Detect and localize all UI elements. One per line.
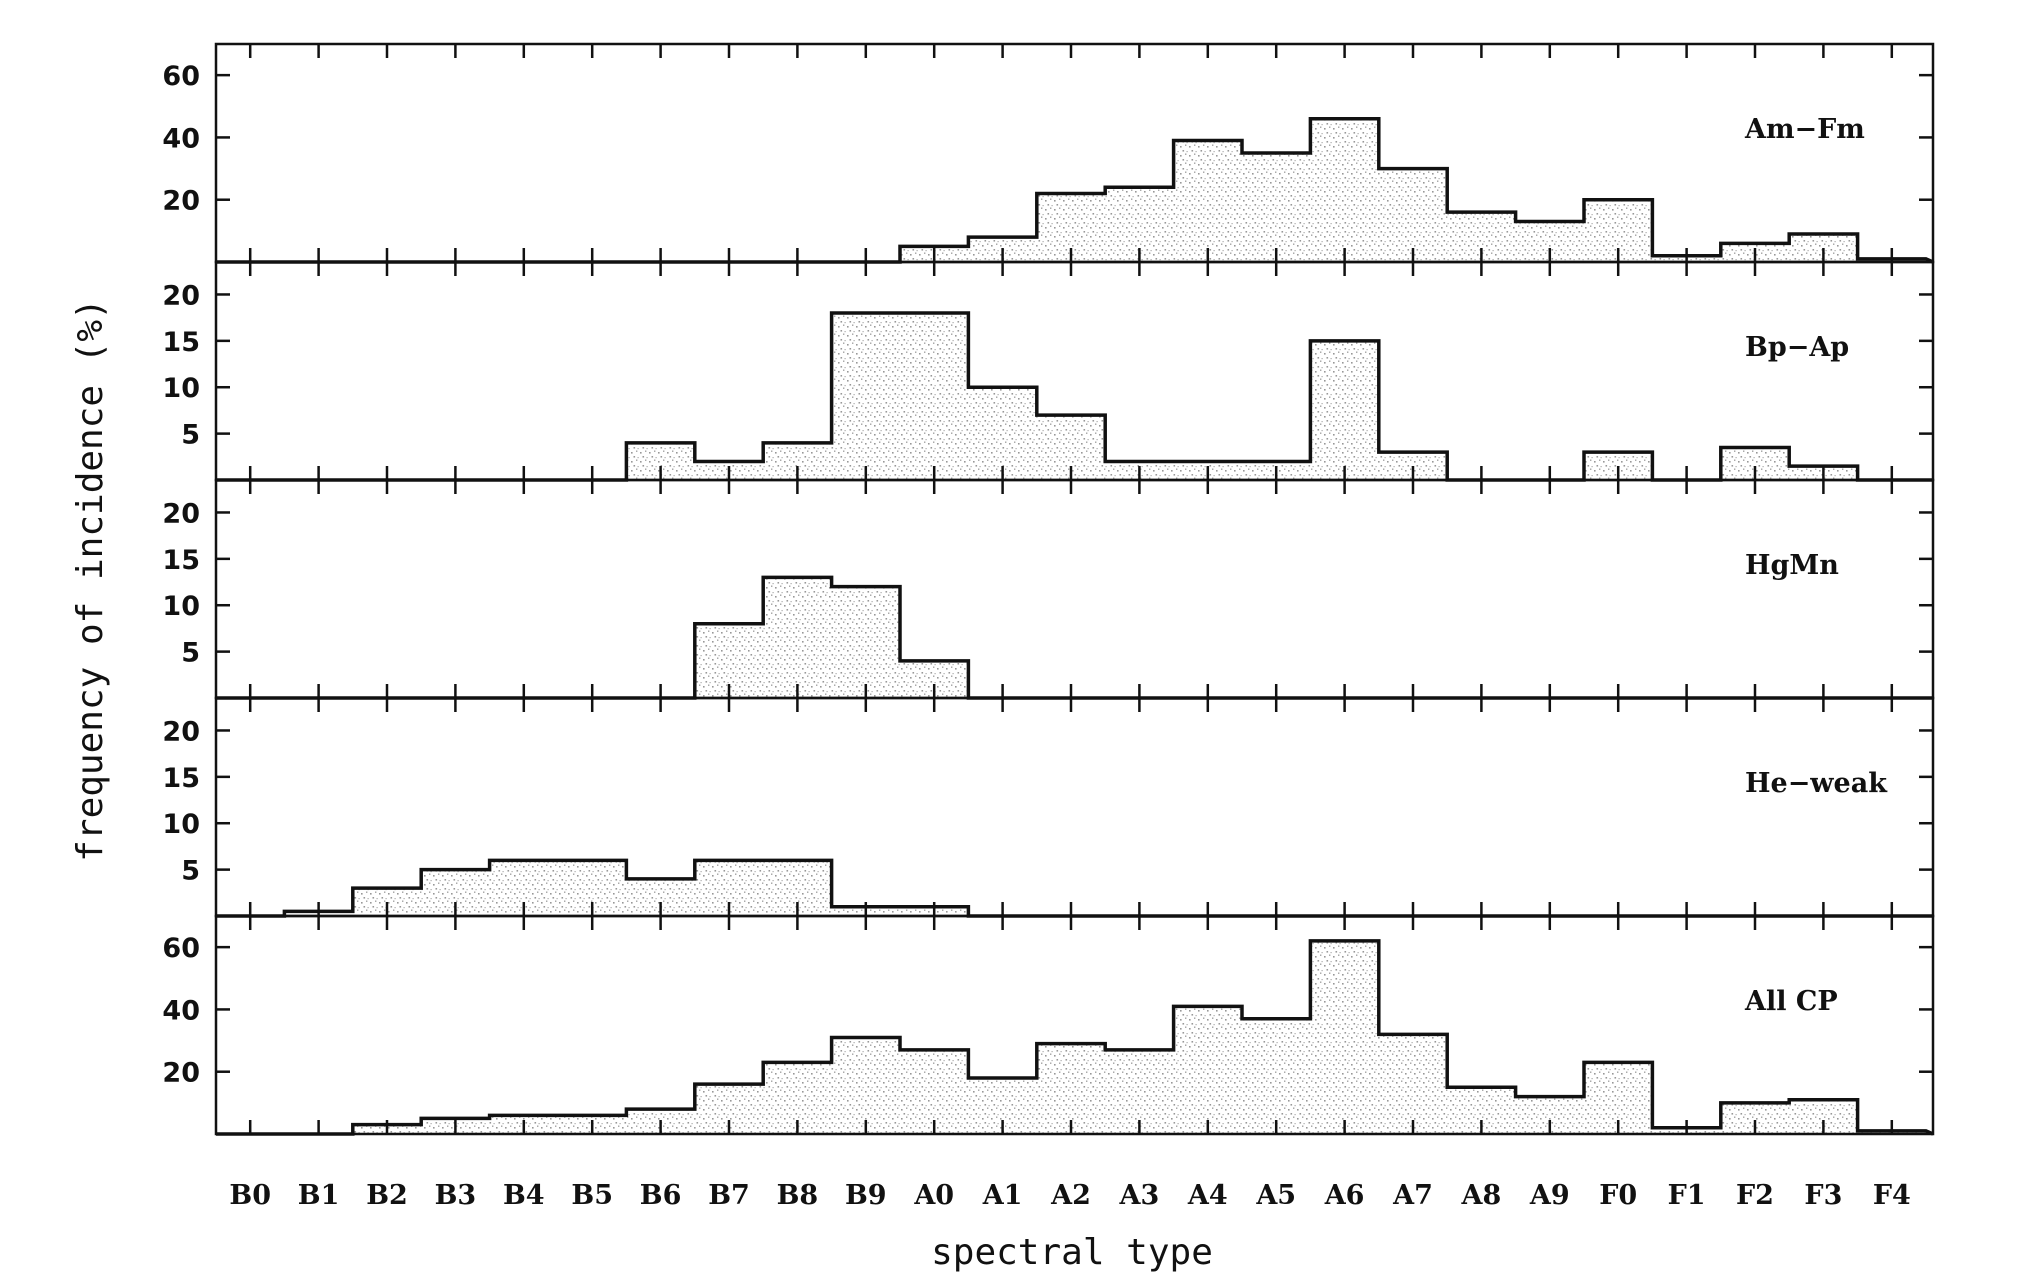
x-tick-label-B3: B3 xyxy=(435,1180,477,1211)
panel-label: Bp−Ap xyxy=(1745,332,1849,363)
x-tick-label-B0: B0 xyxy=(229,1180,271,1211)
x-tick-label-B7: B7 xyxy=(708,1180,750,1211)
y-tick-label: 5 xyxy=(181,420,200,451)
bar-A6 xyxy=(1310,340,1379,480)
x-tick-label-B9: B9 xyxy=(845,1180,887,1211)
x-tick-label-F3: F3 xyxy=(1804,1180,1842,1211)
histogram-outline xyxy=(216,311,1933,482)
panels-group: 20 40 60 Am−Fm 5 10 15 20 Bp−Ap 5 10 15 20 HgMn 5 10 15 2… xyxy=(162,42,1935,1136)
histogram-outline xyxy=(216,939,1934,1136)
y-axis-title: frequency of incidence (%) xyxy=(70,298,111,862)
x-tick-label-A3: A3 xyxy=(1119,1180,1160,1211)
bar-A1 xyxy=(968,387,1037,480)
x-tick-label-A6: A6 xyxy=(1324,1180,1365,1211)
y-tick-label: 5 xyxy=(181,638,200,669)
y-tick-label: 10 xyxy=(162,591,200,622)
panel-4: 20 40 60 All CP xyxy=(162,914,1935,1136)
bar-A5 xyxy=(1242,1018,1311,1134)
x-tick-label-B1: B1 xyxy=(298,1180,340,1211)
y-tick-label: 40 xyxy=(162,123,200,154)
x-tick-label-A1: A1 xyxy=(982,1180,1023,1211)
y-tick-label: 20 xyxy=(162,280,200,311)
panel-3: 5 10 15 20 He−weak xyxy=(162,696,1935,918)
panel-label: All CP xyxy=(1744,986,1838,1017)
x-tick-label-A9: A9 xyxy=(1529,1180,1570,1211)
x-tick-label-B6: B6 xyxy=(640,1180,682,1211)
y-tick-label: 20 xyxy=(162,186,200,217)
x-tick-label-A5: A5 xyxy=(1255,1180,1296,1211)
x-tick-label-F1: F1 xyxy=(1668,1180,1706,1211)
x-tick-label-F2: F2 xyxy=(1736,1180,1774,1211)
bar-A7 xyxy=(1378,1034,1448,1134)
panel-2: 5 10 15 20 HgMn xyxy=(162,478,1935,700)
y-tick-label: 60 xyxy=(162,933,200,964)
bar-A6 xyxy=(1310,118,1379,262)
y-tick-label: 20 xyxy=(162,498,200,529)
y-tick-label: 20 xyxy=(162,716,200,747)
x-tick-label-F0: F0 xyxy=(1599,1180,1637,1211)
x-axis-title: spectral type xyxy=(931,1232,1213,1273)
panel-frame xyxy=(214,914,1935,1136)
bar-B9 xyxy=(831,586,900,698)
y-tick-label: 15 xyxy=(162,763,200,794)
panel-0: 20 40 60 Am−Fm xyxy=(162,42,1935,264)
y-tick-label: 20 xyxy=(162,1058,200,1089)
panel-frame xyxy=(214,478,1935,700)
y-tick-label: 10 xyxy=(162,809,200,840)
y-tick-label: 15 xyxy=(162,545,200,576)
y-tick-label: 10 xyxy=(162,373,200,404)
bar-B9 xyxy=(831,313,900,480)
bar-A0 xyxy=(900,313,969,480)
x-tick-label-A7: A7 xyxy=(1392,1180,1433,1211)
bar-A4 xyxy=(1173,140,1242,262)
bar-B9 xyxy=(831,1037,900,1134)
bar-A5 xyxy=(1242,153,1311,262)
x-tick-label-B4: B4 xyxy=(503,1180,545,1211)
bar-A4 xyxy=(1173,1006,1242,1134)
panel-label: He−weak xyxy=(1745,768,1888,799)
x-tick-label-B8: B8 xyxy=(777,1180,819,1211)
bar-A6 xyxy=(1310,940,1379,1134)
x-tick-labels: B0 B1 B2 B3 B4 B5 B6 B7 B8 B9 A0 A1 A2 A3 A4 A5 A6 A7 A8 A9… xyxy=(229,1180,1910,1211)
x-tick-label-A2: A2 xyxy=(1050,1180,1091,1211)
bar-A0 xyxy=(900,1049,969,1134)
bar-B8 xyxy=(763,577,832,698)
x-tick-label-F4: F4 xyxy=(1873,1180,1911,1211)
x-tick-label-A0: A0 xyxy=(913,1180,954,1211)
y-tick-label: 40 xyxy=(162,995,200,1026)
y-tick-label: 5 xyxy=(181,856,200,887)
bar-A7 xyxy=(1378,168,1448,262)
x-tick-label-B2: B2 xyxy=(366,1180,408,1211)
y-tick-label: 60 xyxy=(162,61,200,92)
x-tick-label-A4: A4 xyxy=(1187,1180,1228,1211)
panel-label: Am−Fm xyxy=(1744,114,1865,145)
y-tick-label: 15 xyxy=(162,327,200,358)
panel-label: HgMn xyxy=(1745,550,1839,581)
bar-A2 xyxy=(1036,1043,1106,1134)
x-tick-label-B5: B5 xyxy=(571,1180,613,1211)
histogram-outline xyxy=(216,575,1933,700)
panel-1: 5 10 15 20 Bp−Ap xyxy=(162,260,1935,482)
bar-A3 xyxy=(1105,1049,1174,1134)
x-tick-label-A8: A8 xyxy=(1461,1180,1502,1211)
